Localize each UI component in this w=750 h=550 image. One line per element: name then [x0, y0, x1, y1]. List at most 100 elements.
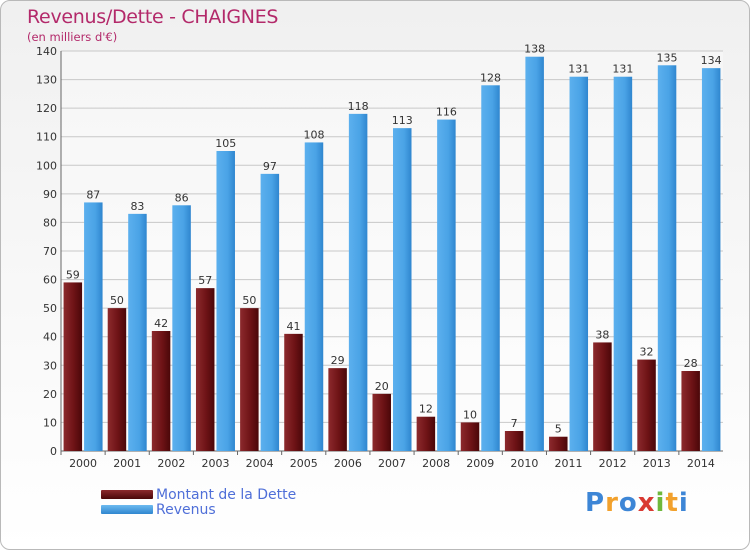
logo-letter: x [637, 488, 656, 518]
bar-dette-2002 [151, 331, 171, 451]
data-label-revenus-2010: 138 [524, 43, 545, 56]
data-label-revenus-2013: 135 [657, 51, 678, 64]
bar-revenus-2004 [260, 173, 280, 451]
x-tick-label-2011: 2011 [555, 457, 583, 470]
data-label-dette-2004: 50 [242, 294, 256, 307]
bar-revenus-2012 [613, 76, 633, 451]
bar-dette-2014 [681, 371, 700, 451]
y-tick-label-120: 120 [36, 102, 57, 115]
bar-revenus-2013 [657, 65, 677, 452]
x-tick-label-2002: 2002 [157, 457, 185, 470]
bar-dette-2001 [107, 308, 127, 451]
data-label-revenus-2014: 134 [701, 54, 722, 67]
x-tick-label-2010: 2010 [510, 457, 538, 470]
legend-swatch-dette [101, 490, 153, 499]
bar-dette-2004 [240, 308, 259, 451]
data-label-revenus-2000: 87 [86, 188, 100, 201]
x-tick-label-2007: 2007 [378, 457, 406, 470]
x-tick-label-2001: 2001 [113, 457, 141, 470]
data-label-dette-2005: 41 [286, 320, 300, 333]
bar-dette-2003 [195, 288, 215, 451]
bar-dette-2005 [284, 333, 303, 451]
bar-revenus-2008 [437, 119, 456, 452]
x-tick-label-2014: 2014 [687, 457, 715, 470]
data-label-revenus-2002: 86 [175, 191, 189, 204]
data-label-revenus-2004: 97 [263, 160, 277, 173]
bar-revenus-2000 [84, 202, 103, 451]
y-tick-label-0: 0 [50, 445, 57, 458]
logo-letter: i [655, 488, 666, 518]
logo-letter: o [618, 488, 638, 518]
bar-dette-2006 [328, 368, 347, 451]
proxiti-logo: Proxiti [585, 488, 689, 518]
bar-revenus-2011 [569, 76, 589, 451]
chart-title: Revenus/Dette - CHAIGNES [27, 6, 279, 28]
chart-subtitle: (en milliers d'€) [27, 30, 118, 44]
x-tick-label-2012: 2012 [599, 457, 627, 470]
bar-dette-2010 [504, 431, 524, 451]
data-label-dette-2003: 57 [198, 274, 212, 287]
data-label-revenus-2011: 131 [568, 63, 589, 76]
y-tick-label-140: 140 [36, 45, 57, 58]
bar-dette-2000 [63, 282, 83, 451]
bar-revenus-2002 [172, 205, 191, 451]
y-tick-label-100: 100 [36, 159, 57, 172]
legend-swatch-revenus [101, 505, 153, 514]
data-label-revenus-2012: 131 [612, 63, 633, 76]
x-tick-label-2004: 2004 [246, 457, 274, 470]
legend-label-dette: Montant de la Dette [156, 486, 297, 503]
legend-item-revenus: Revenus [101, 502, 296, 518]
bar-revenus-2009 [481, 85, 500, 452]
y-tick-label-80: 80 [43, 216, 57, 229]
bar-revenus-2001 [128, 213, 147, 451]
data-label-dette-2013: 32 [640, 346, 654, 359]
logo-letter: r [605, 488, 619, 518]
logo-letter: t [665, 488, 679, 518]
bar-dette-2008 [416, 416, 436, 451]
legend: Montant de la Dette Revenus [101, 486, 297, 518]
bar-revenus-2005 [304, 142, 324, 451]
data-label-revenus-2005: 108 [303, 128, 324, 141]
bar-revenus-2006 [348, 113, 368, 451]
logo-letter: P [585, 488, 606, 518]
bar-dette-2007 [372, 393, 391, 451]
y-tick-label-90: 90 [43, 188, 57, 201]
data-label-dette-2011: 5 [555, 423, 562, 436]
data-label-dette-2010: 7 [511, 417, 518, 430]
x-tick-label-2013: 2013 [643, 457, 671, 470]
bar-dette-2011 [549, 436, 568, 451]
data-label-dette-2014: 28 [684, 357, 698, 370]
y-tick-label-60: 60 [43, 274, 57, 287]
data-label-dette-2002: 42 [154, 317, 168, 330]
x-tick-label-2000: 2000 [69, 457, 97, 470]
data-label-dette-2007: 20 [375, 380, 389, 393]
bar-dette-2009 [460, 422, 480, 451]
y-tick-label-110: 110 [36, 131, 57, 144]
y-tick-label-10: 10 [43, 416, 57, 429]
bar-revenus-2003 [216, 151, 235, 451]
data-label-dette-2001: 50 [110, 294, 124, 307]
x-tick-label-2008: 2008 [422, 457, 450, 470]
data-label-dette-2006: 29 [331, 354, 345, 367]
data-label-revenus-2008: 116 [436, 106, 457, 119]
x-tick-label-2005: 2005 [290, 457, 318, 470]
x-tick-label-2003: 2003 [201, 457, 229, 470]
bar-revenus-2010 [525, 56, 544, 451]
y-tick-label-130: 130 [36, 74, 57, 87]
y-tick-label-40: 40 [43, 331, 57, 344]
bar-dette-2012 [593, 342, 612, 451]
data-label-dette-2009: 10 [463, 408, 477, 421]
bar-revenus-2014 [701, 68, 721, 452]
data-label-revenus-2007: 113 [392, 114, 413, 127]
bar-dette-2013 [637, 359, 656, 451]
legend-item-dette: Montant de la Dette [101, 486, 297, 503]
data-label-revenus-2009: 128 [480, 71, 501, 84]
y-tick-label-50: 50 [43, 302, 57, 315]
data-label-dette-2000: 59 [66, 268, 80, 281]
data-label-revenus-2003: 105 [215, 137, 236, 150]
logo-letter: i [678, 488, 689, 518]
bar-revenus-2007 [393, 128, 412, 451]
y-tick-label-20: 20 [43, 388, 57, 401]
